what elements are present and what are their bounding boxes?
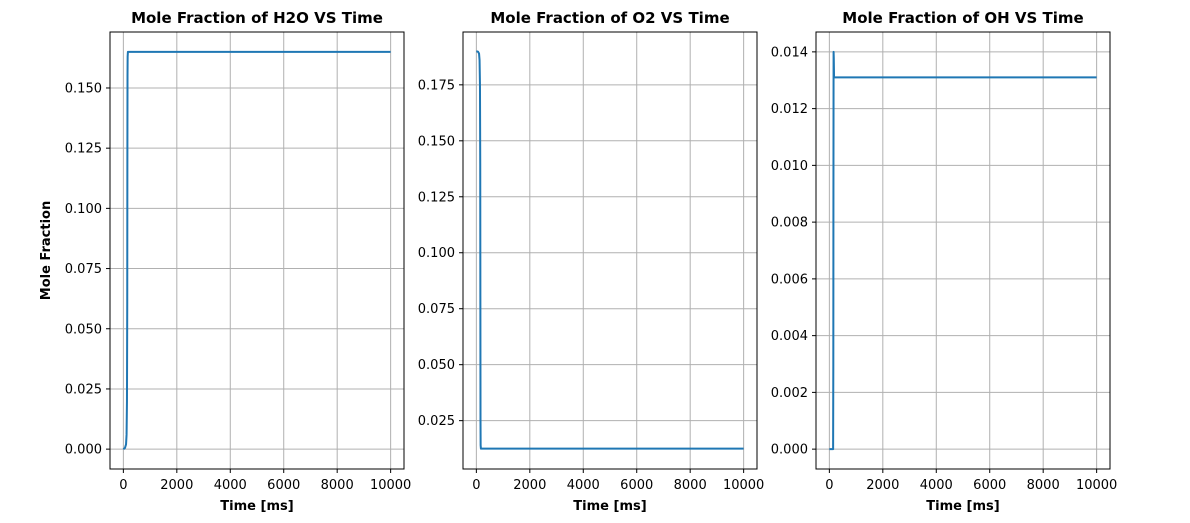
x-tick-label: 10000 <box>1076 478 1117 493</box>
x-tick-label: 10000 <box>723 478 764 493</box>
y-axis-label: Mole Fraction <box>39 201 54 300</box>
x-tick-label: 4000 <box>214 478 247 493</box>
y-tick-label: 0.000 <box>65 443 102 458</box>
x-tick-label: 2000 <box>160 478 193 493</box>
y-tick-label: 0.025 <box>418 414 455 429</box>
series-line <box>122 50 391 450</box>
y-tick-label: 0.175 <box>418 78 455 93</box>
y-tick-label: 0.050 <box>418 358 455 373</box>
y-tick-label: 0.025 <box>65 382 102 397</box>
y-tick-label: 0.075 <box>418 302 455 317</box>
chart-title: Mole Fraction of O2 VS Time <box>490 9 729 27</box>
x-tick-label: 8000 <box>321 478 354 493</box>
x-tick-label: 8000 <box>1027 478 1060 493</box>
x-tick-label: 4000 <box>920 478 953 493</box>
series-line <box>829 50 1097 451</box>
chart-title: Mole Fraction of H2O VS Time <box>131 9 383 27</box>
x-tick-label: 10000 <box>370 478 411 493</box>
x-tick-label: 2000 <box>866 478 899 493</box>
plot-frame <box>815 31 1111 470</box>
chart-panel-2: 0 2000 4000 6000 8000 10000 0.025 0.050 0.075 0.1… <box>418 9 765 514</box>
chart-title: Mole Fraction of OH VS Time <box>842 9 1083 27</box>
y-tick-label: 0.002 <box>771 386 808 401</box>
y-tick-label: 0.100 <box>65 202 102 217</box>
x-tick-label: 8000 <box>674 478 707 493</box>
x-tick-label: 2000 <box>513 478 546 493</box>
plot-frame <box>462 31 758 470</box>
plot-frame <box>109 31 405 470</box>
y-tick-label: 0.150 <box>418 134 455 149</box>
y-tick-label: 0.125 <box>418 190 455 205</box>
x-tick-label: 0 <box>119 478 127 493</box>
y-tick-label: 0.075 <box>65 262 102 277</box>
x-tick-label: 6000 <box>620 478 653 493</box>
y-tick-label: 0.100 <box>418 246 455 261</box>
y-tick-label: 0.050 <box>65 322 102 337</box>
x-tick-label: 4000 <box>567 478 600 493</box>
chart-panel-1: 0 2000 4000 6000 8000 10000 0.000 0.025 0.050 0.0… <box>39 9 411 514</box>
y-tick-label: 0.006 <box>771 272 808 287</box>
x-tick-label: 0 <box>472 478 480 493</box>
y-tick-label: 0.014 <box>771 45 808 60</box>
x-axis-label: Time [ms] <box>573 499 646 514</box>
x-axis-label: Time [ms] <box>926 499 999 514</box>
chart-panel-3: 0 2000 4000 6000 8000 10000 0.000 0.002 0.004 0.0… <box>771 9 1118 514</box>
y-tick-label: 0.000 <box>771 443 808 458</box>
y-tick-label: 0.012 <box>771 102 808 117</box>
x-tick-label: 6000 <box>973 478 1006 493</box>
y-tick-label: 0.004 <box>771 329 808 344</box>
y-tick-label: 0.008 <box>771 216 808 231</box>
x-tick-label: 6000 <box>267 478 300 493</box>
y-tick-label: 0.150 <box>65 81 102 96</box>
y-tick-label: 0.010 <box>771 159 808 174</box>
x-axis-label: Time [ms] <box>220 499 293 514</box>
x-tick-label: 0 <box>825 478 833 493</box>
series-line <box>476 50 744 450</box>
y-tick-label: 0.125 <box>65 142 102 157</box>
